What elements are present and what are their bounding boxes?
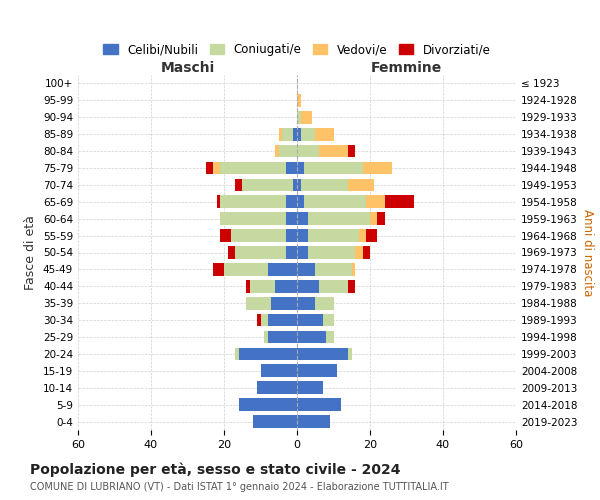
Bar bbox=[246, 280, 250, 292]
Bar bbox=[235, 178, 242, 191]
Bar bbox=[293, 128, 297, 140]
Bar bbox=[220, 162, 286, 174]
Bar bbox=[286, 230, 297, 242]
Bar bbox=[286, 246, 297, 259]
Bar bbox=[268, 314, 297, 326]
Bar bbox=[301, 178, 348, 191]
Bar bbox=[220, 230, 232, 242]
Bar bbox=[286, 162, 297, 174]
Legend: Celibi/Nubili, Coniugati/e, Vedovi/e, Divorziati/e: Celibi/Nubili, Coniugati/e, Vedovi/e, Di… bbox=[98, 38, 496, 60]
Bar bbox=[271, 297, 297, 310]
Bar bbox=[260, 314, 268, 326]
Bar bbox=[297, 128, 301, 140]
Bar bbox=[264, 330, 268, 344]
Bar bbox=[253, 415, 297, 428]
Bar bbox=[268, 263, 297, 276]
Y-axis label: Anni di nascita: Anni di nascita bbox=[581, 209, 594, 296]
Bar bbox=[348, 178, 374, 191]
Bar bbox=[257, 382, 297, 394]
Bar bbox=[370, 212, 377, 225]
Bar bbox=[250, 280, 275, 292]
Text: Maschi: Maschi bbox=[160, 61, 215, 75]
Bar bbox=[286, 212, 297, 225]
Bar bbox=[297, 230, 308, 242]
Bar bbox=[301, 128, 315, 140]
Text: COMUNE DI LUBRIANO (VT) - Dati ISTAT 1° gennaio 2024 - Elaborazione TUTTITALIA.I: COMUNE DI LUBRIANO (VT) - Dati ISTAT 1° … bbox=[30, 482, 449, 492]
Bar bbox=[279, 144, 297, 158]
Bar bbox=[315, 297, 334, 310]
Bar bbox=[275, 144, 279, 158]
Bar bbox=[297, 144, 319, 158]
Bar bbox=[297, 280, 319, 292]
Bar bbox=[355, 246, 362, 259]
Bar bbox=[232, 230, 286, 242]
Bar bbox=[213, 162, 220, 174]
Text: Femmine: Femmine bbox=[371, 61, 442, 75]
Bar bbox=[304, 162, 362, 174]
Bar bbox=[348, 144, 355, 158]
Bar bbox=[286, 196, 297, 208]
Bar bbox=[319, 144, 348, 158]
Bar bbox=[257, 314, 260, 326]
Bar bbox=[242, 178, 293, 191]
Bar bbox=[220, 196, 286, 208]
Bar bbox=[239, 348, 297, 360]
Bar bbox=[297, 111, 301, 124]
Bar bbox=[348, 280, 355, 292]
Bar bbox=[206, 162, 213, 174]
Bar bbox=[297, 212, 308, 225]
Bar bbox=[220, 212, 286, 225]
Bar bbox=[359, 230, 367, 242]
Bar bbox=[235, 246, 286, 259]
Bar bbox=[308, 246, 355, 259]
Bar bbox=[297, 364, 337, 377]
Bar bbox=[235, 348, 239, 360]
Bar bbox=[217, 196, 220, 208]
Bar bbox=[326, 330, 334, 344]
Bar bbox=[260, 364, 297, 377]
Bar bbox=[213, 263, 224, 276]
Bar bbox=[301, 111, 311, 124]
Bar bbox=[297, 398, 341, 411]
Bar bbox=[308, 212, 370, 225]
Bar bbox=[362, 162, 392, 174]
Bar bbox=[377, 212, 385, 225]
Bar bbox=[297, 263, 315, 276]
Bar bbox=[367, 230, 377, 242]
Bar bbox=[279, 128, 283, 140]
Bar bbox=[268, 330, 297, 344]
Bar bbox=[352, 263, 355, 276]
Bar bbox=[297, 382, 323, 394]
Bar bbox=[385, 196, 414, 208]
Bar bbox=[297, 297, 315, 310]
Bar bbox=[297, 246, 308, 259]
Bar bbox=[297, 415, 330, 428]
Bar bbox=[275, 280, 297, 292]
Bar bbox=[283, 128, 293, 140]
Bar bbox=[348, 348, 352, 360]
Bar bbox=[323, 314, 334, 326]
Bar bbox=[362, 246, 370, 259]
Bar bbox=[315, 263, 352, 276]
Bar bbox=[293, 178, 297, 191]
Bar bbox=[367, 196, 385, 208]
Bar bbox=[319, 280, 348, 292]
Bar bbox=[304, 196, 367, 208]
Bar bbox=[239, 398, 297, 411]
Bar bbox=[246, 297, 271, 310]
Bar bbox=[297, 94, 301, 106]
Bar bbox=[297, 330, 326, 344]
Text: Popolazione per età, sesso e stato civile - 2024: Popolazione per età, sesso e stato civil… bbox=[30, 462, 401, 477]
Bar bbox=[297, 314, 323, 326]
Bar bbox=[297, 162, 304, 174]
Bar bbox=[227, 246, 235, 259]
Bar bbox=[315, 128, 334, 140]
Bar bbox=[297, 178, 301, 191]
Bar bbox=[308, 230, 359, 242]
Y-axis label: Fasce di età: Fasce di età bbox=[25, 215, 37, 290]
Bar bbox=[297, 348, 348, 360]
Bar bbox=[224, 263, 268, 276]
Bar bbox=[297, 196, 304, 208]
